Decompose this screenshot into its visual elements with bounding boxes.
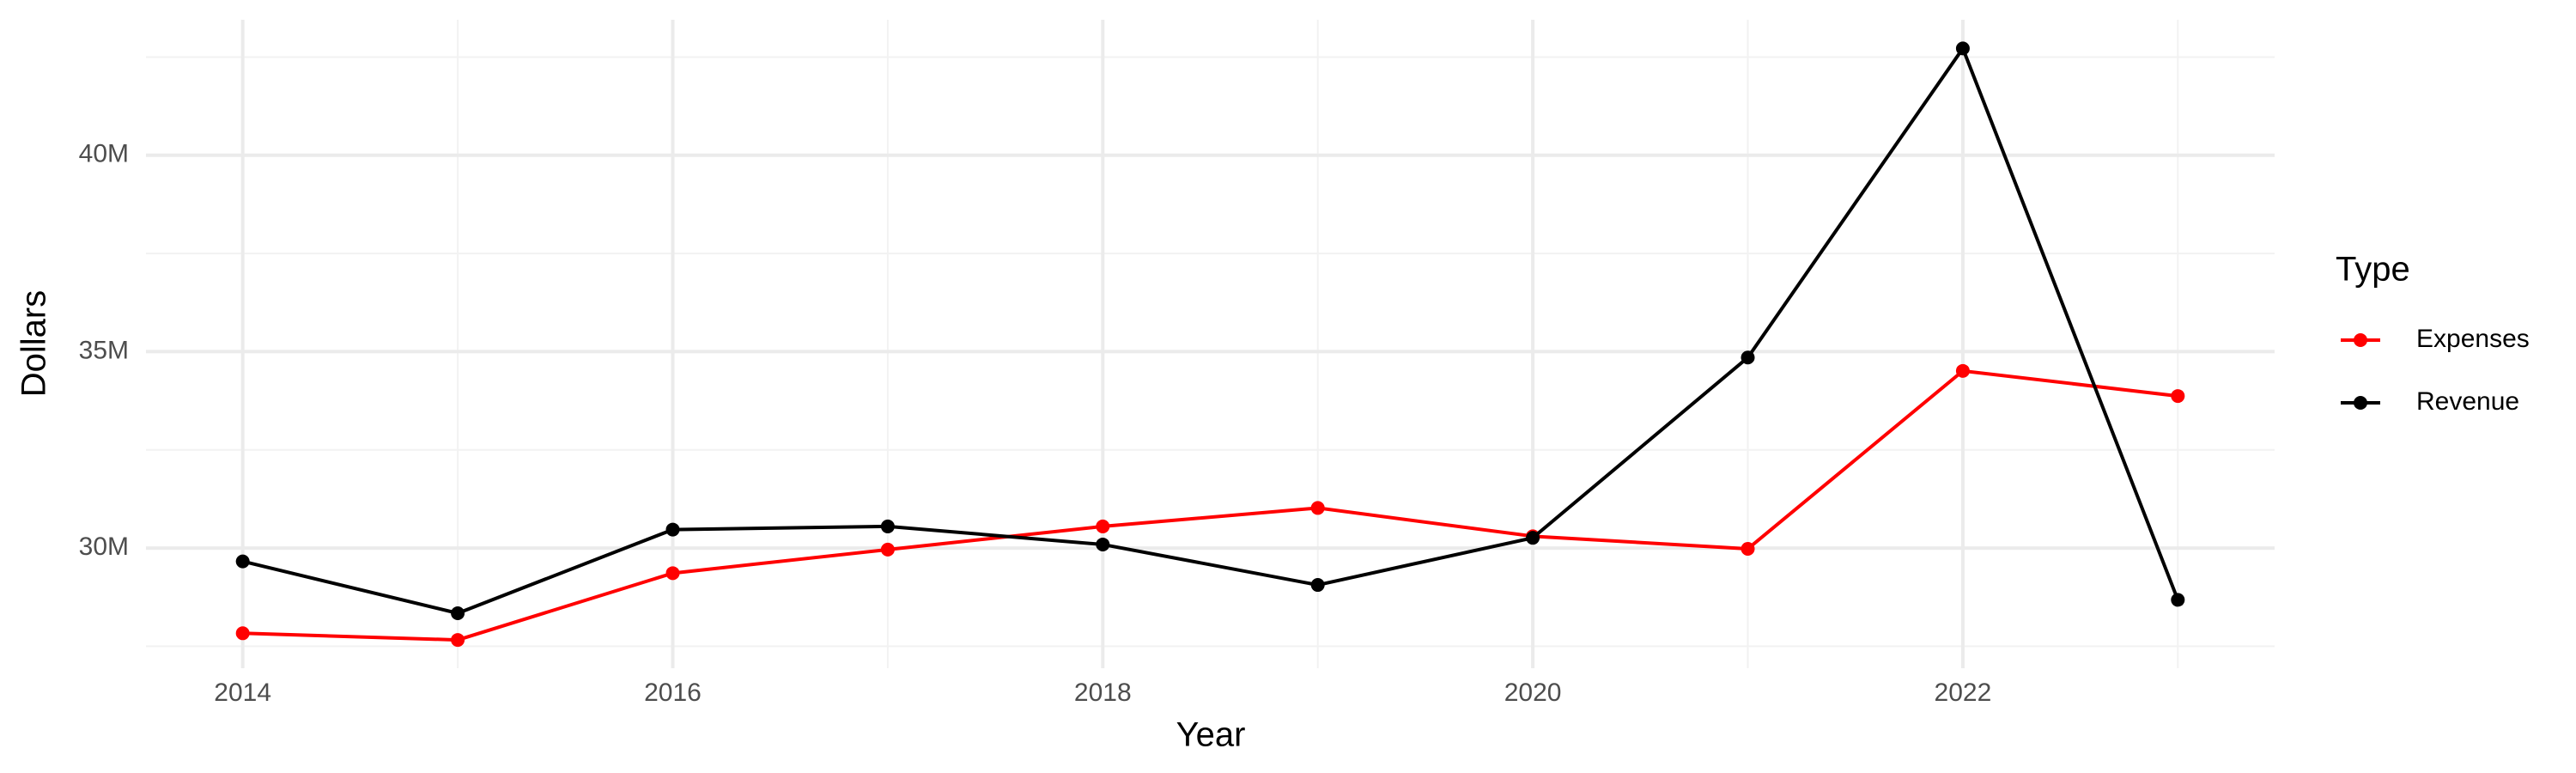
point [1526,531,1540,545]
point [1310,578,1325,593]
point [1955,363,1970,378]
point [1096,519,1110,533]
x-tick-label: 2022 [1935,679,1992,707]
line [242,45,2180,616]
point [1096,537,1110,551]
point [2171,593,2185,607]
point [880,542,895,557]
legend-label: Expenses [2416,325,2530,353]
legend-key-point [2354,396,2367,410]
x-tick-label: 2016 [644,679,702,707]
point [451,606,465,620]
point [880,519,895,533]
point [1955,41,1970,56]
y-tick-label: 35M [79,336,129,364]
x-tick-label: 2014 [214,679,271,707]
point [2171,389,2185,404]
point [451,633,465,648]
point [1741,350,1755,365]
point [665,522,680,537]
y-tick-label: 40M [79,140,129,168]
x-tick-label: 2018 [1074,679,1132,707]
point [1310,501,1325,515]
point [235,554,250,569]
y-axis-title: Dollars [15,290,53,397]
point [665,566,680,581]
point [235,626,250,641]
point [1741,541,1755,556]
line [242,368,2178,642]
legend-title: Type [2336,251,2410,289]
x-axis-title: Year [1176,716,1246,754]
x-tick-label: 2020 [1504,679,1562,707]
legend-label: Revenue [2416,387,2519,416]
y-tick-label: 30M [79,533,129,561]
legend-key-point [2354,333,2367,347]
